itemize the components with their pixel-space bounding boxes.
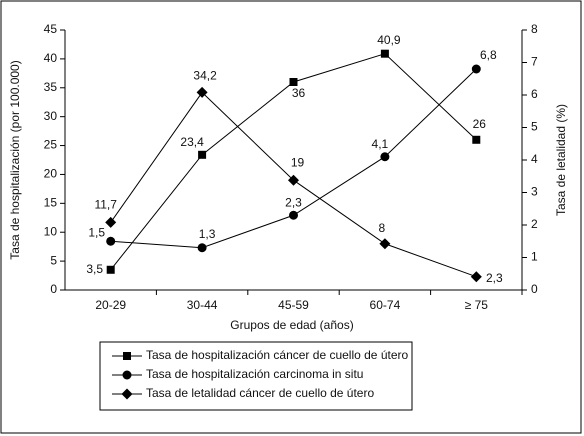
data-label: 40,9 <box>377 33 401 47</box>
data-label: 2,3 <box>486 271 503 285</box>
data-label: 34,2 <box>193 69 217 83</box>
marker <box>106 265 115 274</box>
data-label: 1,5 <box>88 225 105 239</box>
marker <box>289 210 298 220</box>
y-tick-label: 40 <box>44 51 58 65</box>
y-tick-label: 15 <box>44 196 58 210</box>
y-tick-label: 35 <box>44 80 58 94</box>
y-tick-label: 20 <box>44 167 58 181</box>
marker <box>105 216 117 228</box>
y2-tick-label: 4 <box>531 152 538 166</box>
marker <box>197 243 207 253</box>
legend-box <box>99 341 413 411</box>
y2-tick-label: 3 <box>531 185 538 199</box>
y2-tick-label: 5 <box>531 120 538 134</box>
marker <box>198 150 207 159</box>
marker <box>123 352 131 360</box>
data-label: 26 <box>473 117 487 131</box>
legend-label: Tasa de hospitalización carcinoma in sit… <box>146 367 363 381</box>
marker <box>380 49 389 58</box>
data-label: 23,4 <box>180 135 204 149</box>
y-tick-label: 25 <box>44 138 58 152</box>
x-tick-label: ≥ 75 <box>465 298 489 312</box>
y-tick-label: 10 <box>44 224 58 238</box>
marker <box>121 388 133 400</box>
data-label: 6,8 <box>480 48 497 62</box>
data-label: 36 <box>292 86 306 100</box>
x-tick-label: 30-44 <box>187 298 218 312</box>
legend-label: Tasa de hospitalización cáncer de cuello… <box>146 348 408 362</box>
marker <box>106 236 116 246</box>
marker <box>471 64 481 74</box>
marker <box>122 370 132 380</box>
x-tick-label: 45-59 <box>278 298 309 312</box>
y2-tick-label: 7 <box>531 55 538 69</box>
y-tick-label: 0 <box>50 282 57 296</box>
marker <box>196 86 208 98</box>
data-label: 11,7 <box>94 198 117 212</box>
y2-tick-label: 6 <box>531 87 538 101</box>
y2-tick-label: 1 <box>531 250 538 264</box>
marker <box>379 238 391 250</box>
data-label: 1,3 <box>199 227 216 241</box>
data-label: 19 <box>291 155 305 169</box>
y-tick-label: 5 <box>50 253 57 267</box>
y2-axis-title: Tasa de letalidad (%) <box>554 104 568 216</box>
x-tick-label: 60-74 <box>370 298 401 312</box>
data-label: 8 <box>379 221 386 235</box>
y-tick-label: 45 <box>44 22 58 36</box>
marker <box>472 135 481 144</box>
y2-tick-label: 8 <box>531 22 538 36</box>
legend-label: Tasa de letalidad cáncer de cuello de út… <box>146 386 374 400</box>
marker <box>289 78 298 86</box>
y2-tick-label: 0 <box>531 282 538 296</box>
y2-tick-label: 2 <box>531 217 538 231</box>
marker <box>470 271 482 283</box>
data-label: 4,1 <box>372 137 389 151</box>
x-tick-label: 20-29 <box>95 298 126 312</box>
y-axis-title: Tasa de hospitalización (por 100.000) <box>8 60 22 259</box>
y-tick-label: 30 <box>44 109 58 123</box>
data-label: 3,5 <box>86 262 103 276</box>
marker <box>380 152 390 162</box>
data-label: 2,3 <box>285 195 302 209</box>
marker <box>288 174 299 186</box>
x-axis-title: Grupos de edad (años) <box>230 318 353 332</box>
